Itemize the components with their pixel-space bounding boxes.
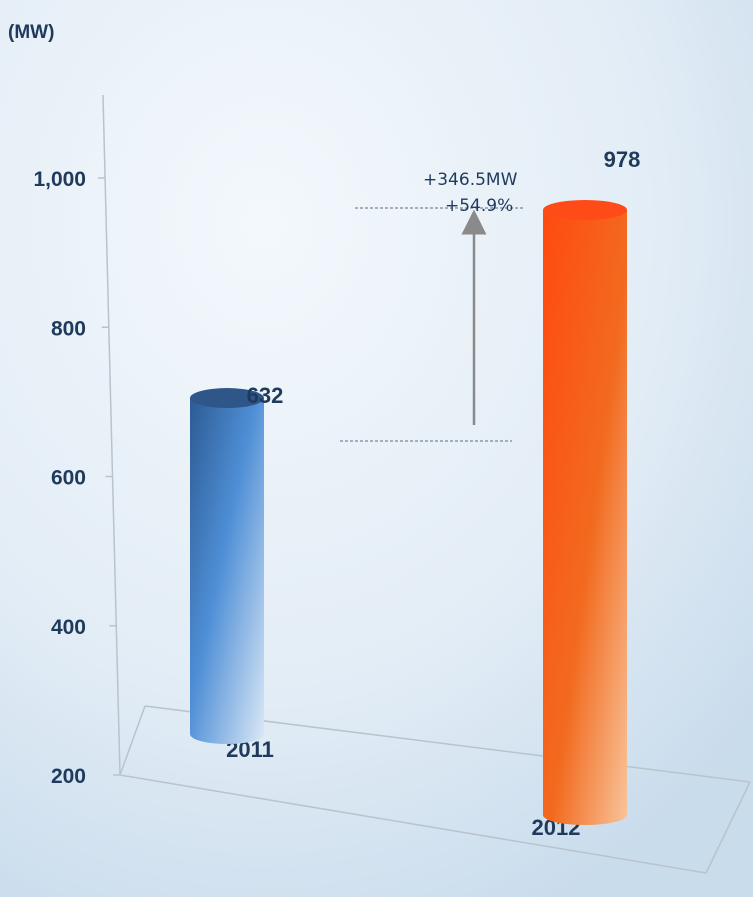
- y-tick-label: 600: [51, 467, 86, 490]
- y-tick-label: 800: [51, 317, 86, 340]
- bar-top: [190, 388, 264, 409]
- value-label-2012: 978: [604, 147, 641, 172]
- floor-left-edge: [119, 705, 146, 776]
- growth-annotation-absolute: +346.5MW: [423, 170, 518, 190]
- y-ticks: 200 400 600 800 1,000: [33, 168, 120, 788]
- y-tick-label: 1,000: [33, 168, 86, 191]
- bar-top: [543, 200, 627, 220]
- value-labels: 632 978: [247, 147, 641, 408]
- growth-annotation-percent: +54.9%: [445, 196, 513, 216]
- unit-label: (MW): [8, 22, 54, 43]
- bar-body: [543, 210, 627, 825]
- bar-2012: [543, 200, 627, 825]
- bars: [190, 200, 627, 825]
- floor-right-edge: [705, 781, 751, 874]
- y-tick-label: 400: [51, 616, 86, 639]
- bar-body: [190, 398, 264, 744]
- y-axis-line: [102, 94, 121, 776]
- value-label-2011: 632: [247, 383, 284, 408]
- y-tick-label: 200: [51, 765, 86, 788]
- bar-2011: [190, 388, 264, 744]
- x-axis-front-line: [119, 774, 707, 874]
